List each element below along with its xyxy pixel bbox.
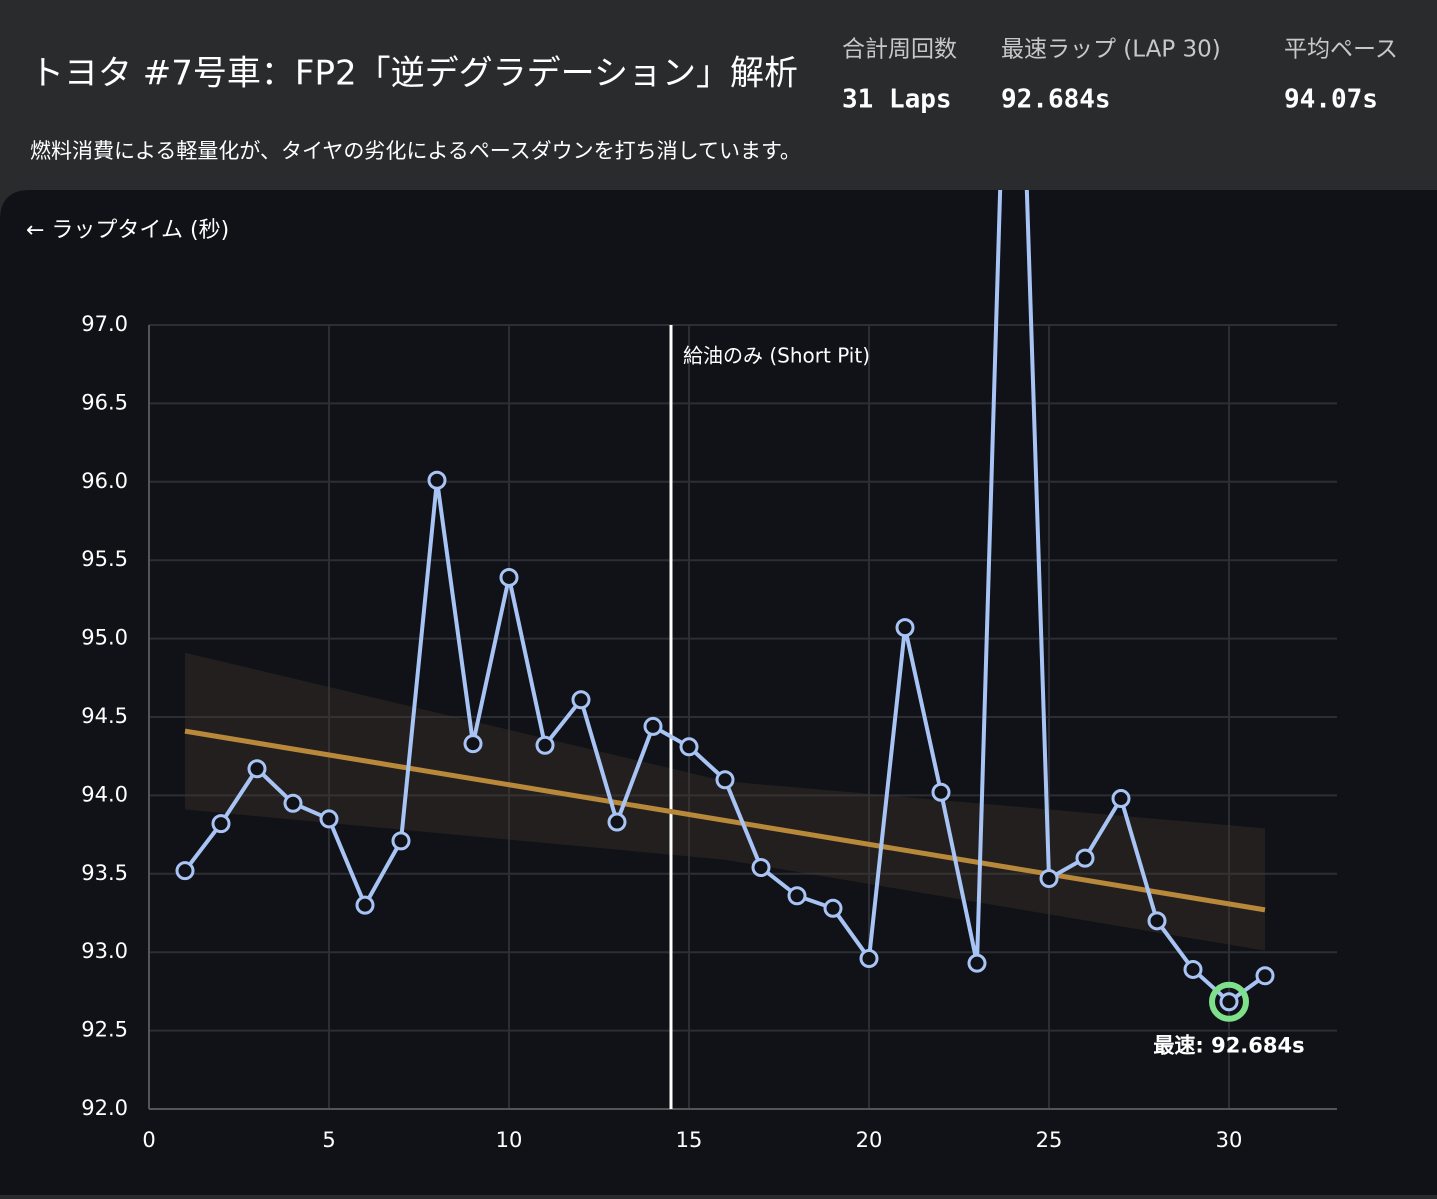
x-tick-label: 30 [1216,1128,1243,1152]
point [319,809,339,829]
point [751,858,771,878]
chart-panel [0,190,1437,1195]
trend-line [184,728,1266,913]
point [823,898,843,918]
point [607,812,627,832]
point [1183,959,1203,979]
point [1075,848,1095,868]
point [247,759,267,779]
x-tick-label: 25 [1036,1128,1063,1152]
title: トヨタ #7号車：FP2「逆デグラデーション」解析 [30,54,798,94]
x-tick-label: 15 [676,1128,703,1152]
point [1111,789,1131,809]
point [391,831,411,851]
point [283,793,303,813]
y-axis-label: ← ラップタイム (秒) [26,218,229,243]
y-tick-label: 97.0 [81,312,128,336]
point [427,470,447,490]
y-tick-label: 95.0 [81,626,128,650]
best-ring [1209,981,1249,1022]
point [715,770,735,790]
point [679,737,699,757]
point [175,861,195,881]
point [1039,869,1059,889]
point [1255,966,1275,986]
point [1219,992,1239,1012]
point [535,735,555,755]
point [787,886,807,906]
y-tick-label: 94.0 [81,782,128,806]
point [211,814,231,834]
stat-value: 94.07s [1284,85,1378,115]
y-tick-label: 93.5 [81,861,128,885]
stat-value: 31 Laps [842,85,952,115]
point [895,618,915,638]
point [643,716,663,736]
y-tick-label: 96.5 [81,390,128,414]
best-label: 最速: 92.684s [1153,1034,1304,1058]
pit-label: 給油のみ (Short Pit) [683,344,870,368]
y-tick-label: 92.5 [81,1018,128,1042]
stat-label: 平均ペース [1284,37,1398,63]
y-tick-label: 93.0 [81,939,128,963]
point [571,690,591,710]
point [859,948,879,968]
y-tick-label: 92.0 [81,1096,128,1120]
x-tick-label: 10 [496,1128,523,1152]
confidence-band [185,652,1265,951]
plot [175,190,1275,1109]
stat-label: 最速ラップ (LAP 30) [1001,37,1221,63]
point [967,953,987,973]
point [931,782,951,802]
stat-label: 合計周回数 [842,37,957,63]
y-tick-label: 94.5 [81,704,128,728]
point [463,734,483,754]
point [1147,911,1167,931]
subtitle: 燃料消費による軽量化が、タイヤの劣化によるペースダウンを打ち消しています。 [30,139,801,163]
point [499,567,519,587]
point [355,895,375,915]
x-tick-label: 5 [322,1128,335,1152]
x-tick-label: 20 [856,1128,883,1152]
x-tick-label: 0 [142,1128,155,1152]
stat-value: 92.684s [1001,85,1111,115]
y-tick-label: 95.5 [81,547,128,571]
y-tick-label: 96.0 [81,469,128,493]
